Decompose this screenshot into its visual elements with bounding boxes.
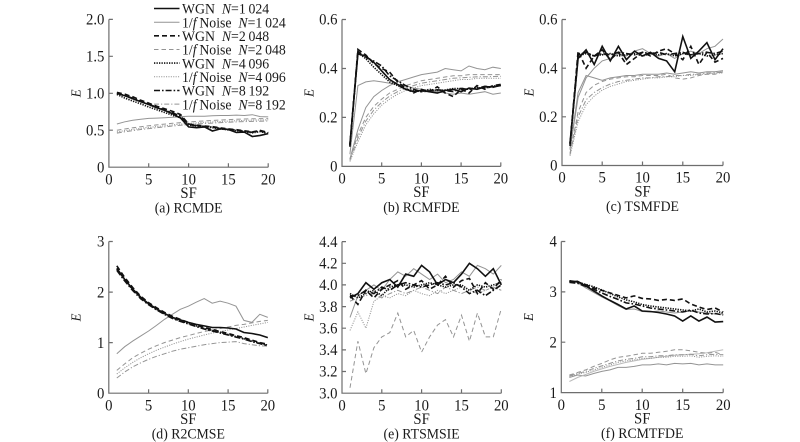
svg-text:20: 20 bbox=[260, 397, 275, 415]
svg-text:1/f Noise N=4 096: 1/f Noise N=4 096 bbox=[182, 70, 286, 87]
svg-text:3: 3 bbox=[97, 233, 105, 251]
svg-text:20: 20 bbox=[261, 171, 276, 189]
svg-text:5: 5 bbox=[378, 397, 386, 415]
svg-text:5: 5 bbox=[599, 169, 607, 187]
svg-text:E: E bbox=[520, 313, 536, 322]
svg-text:0: 0 bbox=[558, 169, 566, 187]
svg-text:0.5: 0.5 bbox=[86, 122, 105, 140]
svg-text:10: 10 bbox=[181, 171, 196, 189]
svg-text:20: 20 bbox=[493, 170, 508, 188]
svg-text:0.6: 0.6 bbox=[539, 11, 558, 29]
svg-text:1: 1 bbox=[97, 334, 104, 352]
svg-text:(f) RCMTFDE: (f) RCMTFDE bbox=[601, 426, 684, 442]
svg-text:3.2: 3.2 bbox=[319, 363, 337, 381]
svg-text:0.4: 0.4 bbox=[319, 60, 338, 78]
svg-text:20: 20 bbox=[494, 397, 509, 415]
svg-text:(a) RCMDE: (a) RCMDE bbox=[155, 200, 223, 217]
svg-text:4.4: 4.4 bbox=[319, 233, 338, 251]
svg-text:0: 0 bbox=[338, 170, 346, 188]
svg-text:0.2: 0.2 bbox=[539, 108, 557, 126]
svg-text:5: 5 bbox=[598, 396, 606, 414]
svg-text:15: 15 bbox=[675, 169, 690, 187]
svg-text:(e) RTSMSIE: (e) RTSMSIE bbox=[384, 426, 460, 442]
svg-text:WGN N=4 096: WGN N=4 096 bbox=[182, 56, 269, 73]
svg-text:15: 15 bbox=[221, 171, 236, 189]
svg-text:1: 1 bbox=[549, 384, 556, 402]
svg-text:E: E bbox=[68, 89, 84, 98]
svg-text:0: 0 bbox=[330, 158, 338, 176]
svg-text:2: 2 bbox=[549, 334, 556, 352]
svg-text:0: 0 bbox=[97, 385, 105, 403]
svg-text:2.0: 2.0 bbox=[86, 11, 105, 29]
svg-text:0: 0 bbox=[105, 171, 113, 189]
svg-text:WGN N=8 192: WGN N=8 192 bbox=[182, 83, 269, 100]
svg-text:E: E bbox=[68, 313, 84, 322]
svg-text:SF: SF bbox=[180, 410, 196, 428]
svg-text:10: 10 bbox=[414, 397, 429, 415]
svg-text:(c) TSMFDE: (c) TSMFDE bbox=[606, 199, 679, 216]
svg-text:0: 0 bbox=[105, 397, 113, 415]
svg-text:4: 4 bbox=[549, 233, 557, 251]
svg-text:20: 20 bbox=[716, 396, 731, 414]
svg-text:5: 5 bbox=[145, 171, 153, 189]
svg-text:4.0: 4.0 bbox=[319, 277, 338, 295]
svg-text:15: 15 bbox=[454, 170, 469, 188]
svg-text:5: 5 bbox=[145, 397, 153, 415]
svg-text:0.2: 0.2 bbox=[319, 109, 337, 127]
svg-text:0: 0 bbox=[550, 157, 558, 175]
svg-text:0.6: 0.6 bbox=[319, 11, 338, 29]
svg-text:0: 0 bbox=[97, 159, 105, 177]
svg-text:1.0: 1.0 bbox=[86, 85, 105, 103]
svg-text:SF: SF bbox=[180, 184, 196, 202]
svg-text:1/f Noise N=8 192: 1/f Noise N=8 192 bbox=[182, 97, 286, 114]
svg-text:3.8: 3.8 bbox=[319, 298, 338, 316]
svg-text:5: 5 bbox=[378, 170, 386, 188]
svg-text:WGN N=2 048: WGN N=2 048 bbox=[182, 29, 269, 46]
svg-text:1/f Noise N=1 024: 1/f Noise N=1 024 bbox=[182, 15, 286, 32]
svg-text:WGN N=1 024: WGN N=1 024 bbox=[182, 1, 269, 18]
svg-text:20: 20 bbox=[716, 169, 731, 187]
svg-text:1/f Noise N=2 048: 1/f Noise N=2 048 bbox=[182, 42, 286, 59]
svg-text:0: 0 bbox=[338, 397, 346, 415]
svg-text:10: 10 bbox=[635, 396, 650, 414]
svg-text:4.2: 4.2 bbox=[319, 255, 337, 273]
svg-text:3.0: 3.0 bbox=[319, 385, 338, 403]
svg-text:15: 15 bbox=[454, 397, 469, 415]
svg-text:10: 10 bbox=[181, 397, 196, 415]
svg-text:3.4: 3.4 bbox=[319, 342, 338, 360]
svg-text:3.6: 3.6 bbox=[319, 320, 338, 338]
svg-text:SF: SF bbox=[634, 410, 650, 428]
svg-text:1.5: 1.5 bbox=[86, 48, 105, 66]
svg-text:SF: SF bbox=[413, 184, 429, 202]
svg-text:10: 10 bbox=[635, 169, 650, 187]
svg-text:0.4: 0.4 bbox=[539, 60, 558, 78]
svg-text:E: E bbox=[301, 313, 317, 322]
svg-text:E: E bbox=[521, 89, 537, 98]
svg-text:3: 3 bbox=[549, 284, 557, 302]
svg-text:SF: SF bbox=[634, 183, 650, 201]
svg-text:(b) RCMFDE: (b) RCMFDE bbox=[383, 199, 459, 216]
svg-text:15: 15 bbox=[221, 397, 236, 415]
svg-text:2: 2 bbox=[97, 284, 104, 302]
svg-text:(d) R2CMSE: (d) R2CMSE bbox=[152, 426, 225, 442]
svg-text:0: 0 bbox=[558, 396, 566, 414]
svg-text:E: E bbox=[301, 89, 317, 98]
svg-text:SF: SF bbox=[413, 410, 429, 428]
svg-text:10: 10 bbox=[414, 170, 429, 188]
svg-text:15: 15 bbox=[675, 396, 690, 414]
